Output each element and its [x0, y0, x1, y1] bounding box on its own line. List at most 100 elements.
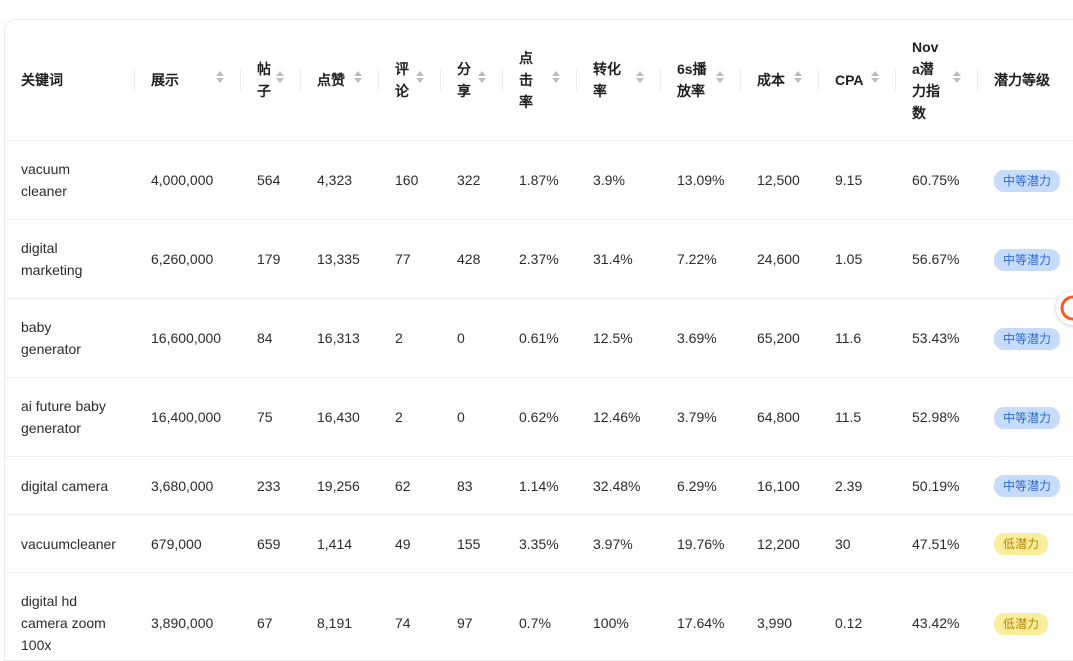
potential-badge: 中等潜力 — [994, 475, 1060, 497]
cell-text: 24,600 — [757, 251, 800, 267]
cell-text: 659 — [257, 536, 280, 552]
cell-text: 2.39 — [835, 478, 862, 494]
table-cell: 155 — [441, 515, 503, 573]
table-cell: 19,256 — [301, 457, 379, 515]
cell-text: 60.75% — [912, 172, 959, 188]
keyword-cell: ai future baby generator — [5, 378, 135, 457]
sort-icon[interactable] — [715, 69, 725, 91]
table-cell: 3,990 — [741, 573, 819, 661]
table-cell: 0 — [441, 299, 503, 378]
sort-icon[interactable] — [353, 69, 363, 91]
header-content: 分享 — [441, 58, 503, 102]
table-cell: 1.05 — [819, 220, 896, 299]
sort-arrows[interactable] — [353, 69, 363, 85]
table-cell: 6,260,000 — [135, 220, 241, 299]
sort-icon[interactable] — [415, 69, 425, 91]
header-content: 点赞 — [301, 69, 379, 91]
column-header[interactable]: 帖子 — [241, 20, 301, 141]
table-cell: 低潜力 — [978, 573, 1073, 661]
cell-text: 3.35% — [519, 536, 559, 552]
table-cell: 2.37% — [503, 220, 577, 299]
header-text: 帖子 — [257, 58, 273, 102]
potential-badge: 低潜力 — [994, 533, 1048, 555]
sort-arrows[interactable] — [870, 69, 880, 85]
sort-arrows[interactable] — [275, 69, 285, 85]
column-header[interactable]: 转化率 — [577, 20, 661, 141]
column-header[interactable]: CPA — [819, 20, 896, 141]
sort-arrows[interactable] — [477, 69, 487, 85]
column-header[interactable]: 成本 — [741, 20, 819, 141]
keyword-cell: vacuum cleaner — [5, 141, 135, 220]
cell-text: 16,400,000 — [151, 409, 221, 425]
sort-icon[interactable] — [952, 69, 962, 91]
sort-icon[interactable] — [215, 69, 225, 91]
table-cell: 97 — [441, 573, 503, 661]
cell-text: 233 — [257, 478, 280, 494]
header-text: 评论 — [395, 58, 411, 102]
column-header[interactable]: 展示 — [135, 20, 241, 141]
column-header[interactable]: 评论 — [379, 20, 441, 141]
keyword-cell: digital hd camera zoom 100x — [5, 573, 135, 661]
table-cell: 49 — [379, 515, 441, 573]
table-cell: 75 — [241, 378, 301, 457]
cell-text: 12.46% — [593, 409, 640, 425]
table-cell: 1.14% — [503, 457, 577, 515]
sort-icon[interactable] — [635, 69, 645, 91]
column-header[interactable]: 6s播放率 — [661, 20, 741, 141]
sort-icon[interactable] — [551, 69, 561, 91]
cell-text: 12,200 — [757, 536, 800, 552]
table-cell: 60.75% — [896, 141, 978, 220]
sort-arrows[interactable] — [952, 69, 962, 85]
table-cell: 1,414 — [301, 515, 379, 573]
table-cell: 83 — [441, 457, 503, 515]
cell-text: 0.7% — [519, 615, 551, 631]
cell-text: 19,256 — [317, 478, 360, 494]
cell-text: 16,430 — [317, 409, 360, 425]
sort-arrows[interactable] — [715, 69, 725, 85]
table-cell: 0.62% — [503, 378, 577, 457]
cell-text: 179 — [257, 251, 280, 267]
cell-text: 19.76% — [677, 536, 724, 552]
header-content: 点击率 — [503, 47, 577, 113]
table-cell: 中等潜力 — [978, 141, 1073, 220]
cell-text: 84 — [257, 330, 273, 346]
header-text: 展示 — [151, 69, 179, 91]
sort-arrows[interactable] — [635, 69, 645, 85]
table-cell: 322 — [441, 141, 503, 220]
sort-arrows[interactable] — [215, 69, 225, 85]
column-header[interactable]: 点击率 — [503, 20, 577, 141]
sort-icon[interactable] — [793, 69, 803, 91]
table-cell: 13.09% — [661, 141, 741, 220]
cell-text: 3.97% — [593, 536, 633, 552]
sort-icon[interactable] — [275, 69, 285, 91]
sort-icon[interactable] — [477, 69, 487, 91]
floating-button[interactable] — [1056, 291, 1073, 325]
table-cell: 3.9% — [577, 141, 661, 220]
cell-text: 3,890,000 — [151, 615, 213, 631]
header-content: 成本 — [741, 69, 819, 91]
table-cell: 2 — [379, 378, 441, 457]
sort-arrows[interactable] — [793, 69, 803, 85]
header-content: 评论 — [379, 58, 441, 102]
sort-arrows[interactable] — [415, 69, 425, 85]
cell-text: 12.5% — [593, 330, 633, 346]
column-header[interactable]: Nova潜力指数 — [896, 20, 978, 141]
column-header[interactable]: 点赞 — [301, 20, 379, 141]
cell-text: 16,100 — [757, 478, 800, 494]
cell-text: 4,000,000 — [151, 172, 213, 188]
table-cell: 中等潜力 — [978, 457, 1073, 515]
sort-icon[interactable] — [870, 69, 880, 91]
table-cell: 564 — [241, 141, 301, 220]
cell-text: 11.5 — [835, 409, 861, 425]
cell-text: 31.4% — [593, 251, 633, 267]
table-cell: 0.7% — [503, 573, 577, 661]
header-text: 潜力等级 — [994, 69, 1050, 91]
sort-arrows[interactable] — [551, 69, 561, 85]
table-cell: 4,323 — [301, 141, 379, 220]
column-header[interactable]: 分享 — [441, 20, 503, 141]
header-content: 6s播放率 — [661, 58, 741, 102]
table-cell: 3.69% — [661, 299, 741, 378]
cell-text: 11.6 — [835, 330, 861, 346]
